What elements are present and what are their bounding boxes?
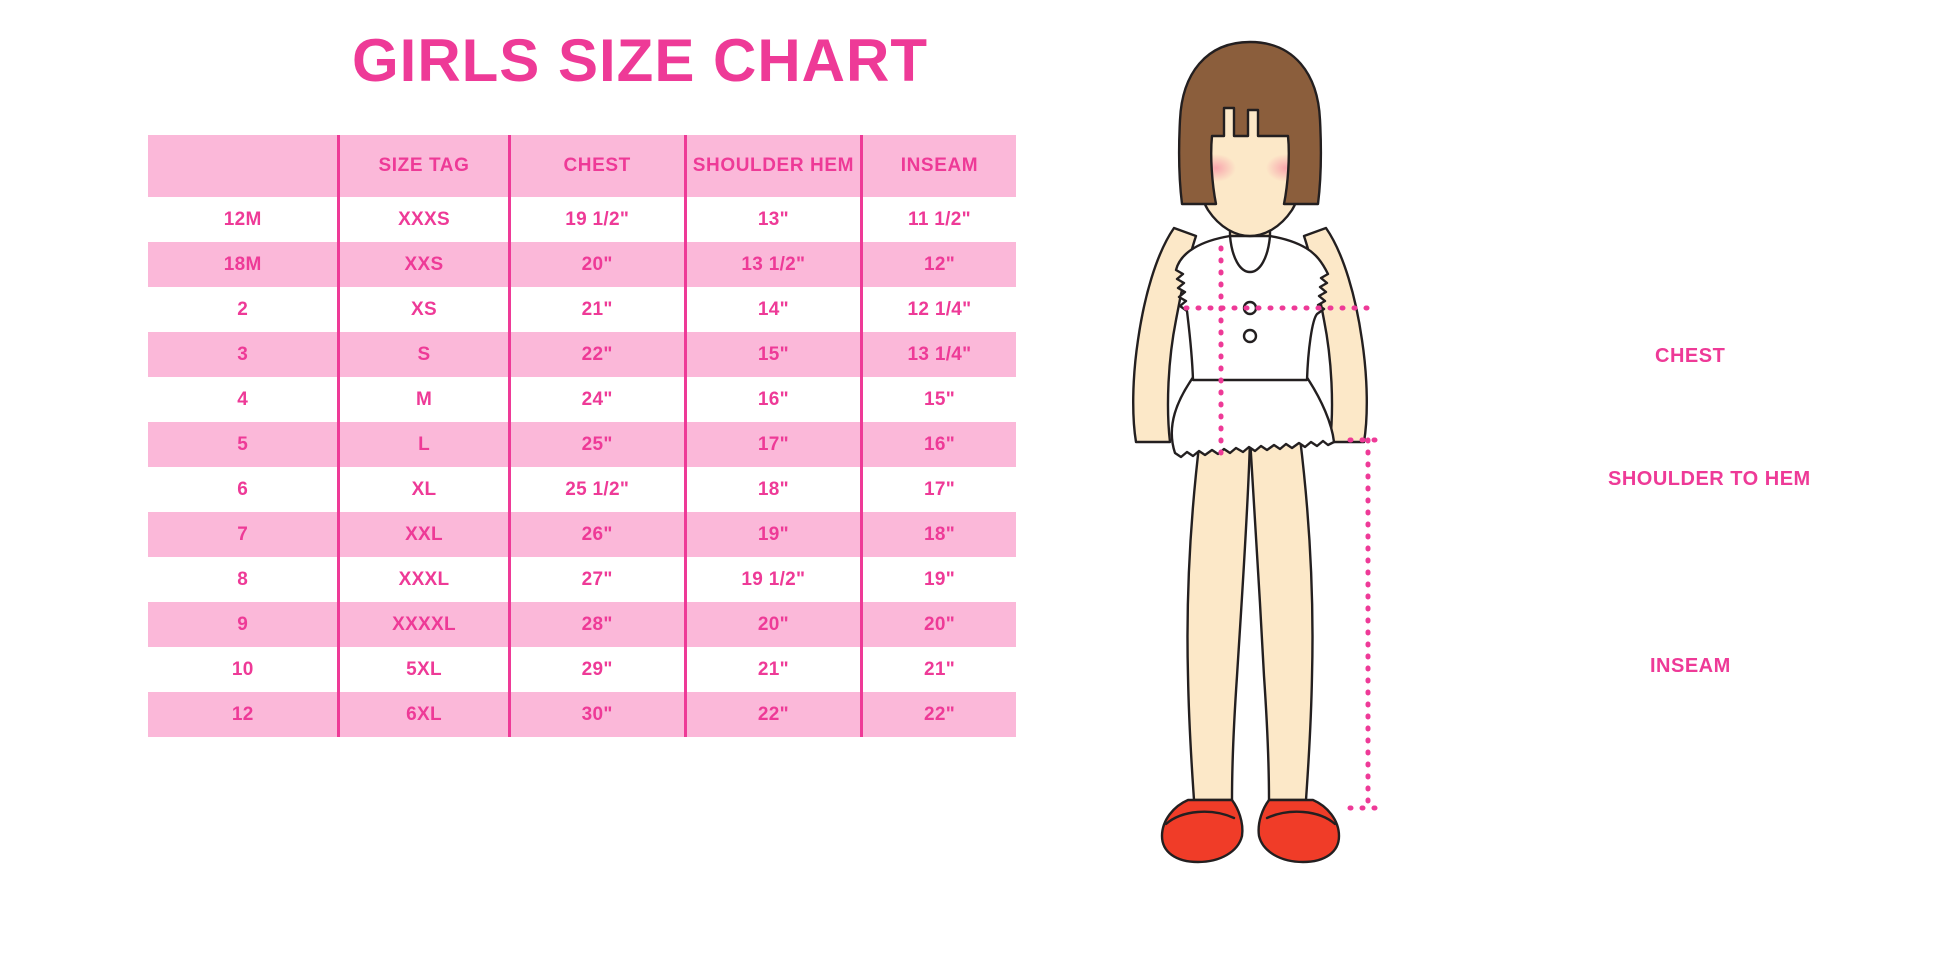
cell-size-tag: XXXL	[337, 557, 510, 602]
cell-size-tag: S	[337, 332, 510, 377]
cell-size: 12M	[148, 197, 339, 242]
table-row: 12M XXXS 19 1/2" 13" 11 1/2"	[148, 197, 1016, 242]
cell-shoulder-hem: 17"	[683, 422, 862, 467]
button-bottom	[1242, 328, 1258, 344]
cell-chest: 19 1/2"	[507, 197, 686, 242]
cell-size-tag: XXS	[337, 242, 510, 287]
cell-shoulder-hem: 13"	[683, 197, 862, 242]
cell-size-tag: M	[337, 377, 510, 422]
cell-chest: 22"	[507, 332, 686, 377]
cell-shoulder-hem: 22"	[683, 692, 862, 737]
cell-shoulder-hem: 13 1/2"	[683, 242, 862, 287]
cell-shoulder-hem: 14"	[683, 287, 862, 332]
cell-size-tag: XXL	[337, 512, 510, 557]
cell-inseam: 20"	[859, 602, 1016, 647]
cell-chest: 26"	[507, 512, 686, 557]
column-header-size-tag: SIZE TAG	[337, 135, 510, 197]
cell-shoulder-hem: 16"	[683, 377, 862, 422]
table-body: 12M XXXS 19 1/2" 13" 11 1/2" 18M XXS 20" 13 1/2"…	[148, 197, 1016, 737]
cell-chest: 29"	[507, 647, 686, 692]
hair	[1177, 40, 1323, 206]
cell-chest: 24"	[507, 377, 686, 422]
cell-size: 18M	[148, 242, 339, 287]
cell-size-tag: L	[337, 422, 510, 467]
cell-size: 7	[148, 512, 339, 557]
girl-figure-illustration	[1082, 40, 1412, 920]
left-shoe-strap	[1164, 810, 1236, 826]
cell-inseam: 21"	[859, 647, 1016, 692]
column-header-shoulder-hem: SHOULDER HEM	[683, 135, 862, 197]
cell-shoulder-hem: 15"	[683, 332, 862, 377]
cell-size: 2	[148, 287, 339, 332]
cell-inseam: 12 1/4"	[859, 287, 1016, 332]
cell-shoulder-hem: 19"	[683, 512, 862, 557]
cell-size: 6	[148, 467, 339, 512]
cell-size: 5	[148, 422, 339, 467]
cell-chest: 27"	[507, 557, 686, 602]
column-header-inseam: INSEAM	[859, 135, 1016, 197]
table-header-row: SIZE TAG CHEST SHOULDER HEM INSEAM	[148, 135, 1016, 197]
left-shoe	[1160, 798, 1244, 864]
cell-chest: 21"	[507, 287, 686, 332]
cell-size-tag: 6XL	[337, 692, 510, 737]
table-row: 9 XXXXL 28" 20" 20"	[148, 602, 1016, 647]
table-header: SIZE TAG CHEST SHOULDER HEM INSEAM	[148, 135, 1016, 197]
column-header-size	[148, 135, 339, 197]
cell-shoulder-hem: 18"	[683, 467, 862, 512]
cell-size: 4	[148, 377, 339, 422]
cell-shoulder-hem: 19 1/2"	[683, 557, 862, 602]
cell-size-tag: XL	[337, 467, 510, 512]
cell-size: 8	[148, 557, 339, 602]
cell-size: 3	[148, 332, 339, 377]
table-row: 10 5XL 29" 21" 21"	[148, 647, 1016, 692]
table-row: 2 XS 21" 14" 12 1/4"	[148, 287, 1016, 332]
table-row: 8 XXXL 27" 19 1/2" 19"	[148, 557, 1016, 602]
right-shoe	[1257, 798, 1341, 864]
cell-size-tag: 5XL	[337, 647, 510, 692]
cell-chest: 25"	[507, 422, 686, 467]
cell-inseam: 18"	[859, 512, 1016, 557]
cell-inseam: 16"	[859, 422, 1016, 467]
cell-inseam: 11 1/2"	[859, 197, 1016, 242]
right-shoe-strap	[1265, 810, 1337, 826]
table-row: 6 XL 25 1/2" 18" 17"	[148, 467, 1016, 512]
measurement-label-chest: CHEST	[1655, 345, 1726, 367]
cell-chest: 30"	[507, 692, 686, 737]
cell-inseam: 15"	[859, 377, 1016, 422]
size-chart-table: SIZE TAG CHEST SHOULDER HEM INSEAM 12M XX…	[148, 135, 1016, 737]
table-row: 12 6XL 30" 22" 22"	[148, 692, 1016, 737]
measurement-label-inseam: INSEAM	[1650, 655, 1731, 677]
column-header-chest: CHEST	[507, 135, 686, 197]
cell-shoulder-hem: 21"	[683, 647, 862, 692]
cell-chest: 20"	[507, 242, 686, 287]
cell-size-tag: XXXS	[337, 197, 510, 242]
page-title: GIRLS SIZE CHART	[351, 27, 928, 94]
cell-chest: 28"	[507, 602, 686, 647]
skirt	[1170, 374, 1336, 459]
cell-size-tag: XXXXL	[337, 602, 510, 647]
cell-size: 10	[148, 647, 339, 692]
table-row: 7 XXL 26" 19" 18"	[148, 512, 1016, 557]
table-row: 3 S 22" 15" 13 1/4"	[148, 332, 1016, 377]
cell-shoulder-hem: 20"	[683, 602, 862, 647]
cell-inseam: 19"	[859, 557, 1016, 602]
cell-inseam: 12"	[859, 242, 1016, 287]
right-leg	[1248, 436, 1314, 802]
cell-chest: 25 1/2"	[507, 467, 686, 512]
left-leg	[1186, 436, 1252, 802]
cell-inseam: 22"	[859, 692, 1016, 737]
table-row: 4 M 24" 16" 15"	[148, 377, 1016, 422]
size-chart-table-container: SIZE TAG CHEST SHOULDER HEM INSEAM 12M XX…	[148, 135, 1016, 737]
cell-size-tag: XS	[337, 287, 510, 332]
cell-inseam: 13 1/4"	[859, 332, 1016, 377]
cell-inseam: 17"	[859, 467, 1016, 512]
table-row: 18M XXS 20" 13 1/2" 12"	[148, 242, 1016, 287]
measurement-label-shoulder-to-hem: SHOULDER TO HEM	[1608, 468, 1811, 490]
cell-size: 9	[148, 602, 339, 647]
table-row: 5 L 25" 17" 16"	[148, 422, 1016, 467]
cell-size: 12	[148, 692, 339, 737]
